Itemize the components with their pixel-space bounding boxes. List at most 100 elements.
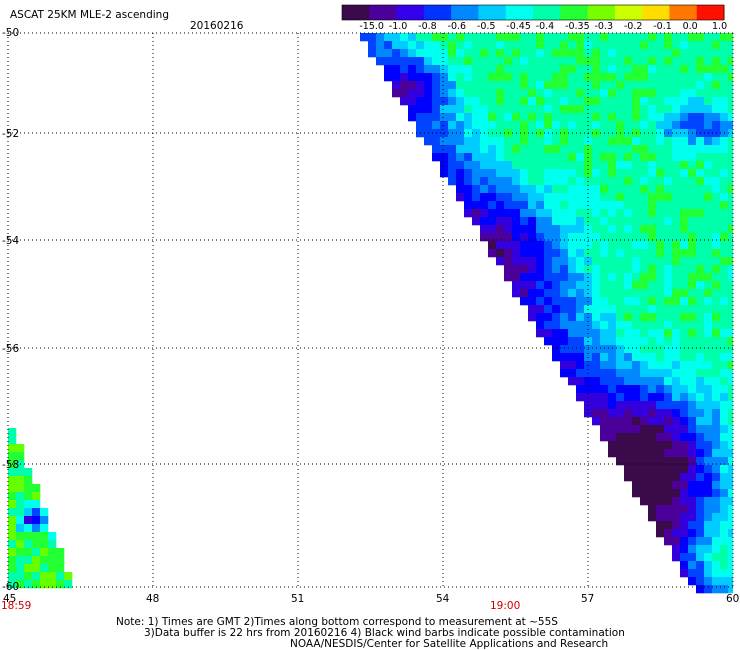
swath-cell — [680, 81, 689, 90]
swath-cell — [24, 556, 33, 565]
swath-cell — [624, 313, 633, 322]
swath-cell — [640, 89, 649, 98]
swath-cell — [672, 441, 681, 450]
swath-cell — [592, 153, 601, 162]
swath-cell — [504, 65, 513, 74]
swath-cell — [448, 73, 457, 82]
swath-cell — [24, 468, 33, 477]
swath-cell — [528, 313, 537, 322]
swath-cell — [504, 113, 513, 122]
swath-cell — [672, 201, 681, 210]
swath-cell — [8, 500, 17, 509]
swath-cell — [488, 57, 497, 66]
swath-cell — [728, 225, 737, 234]
swath-cell — [520, 65, 529, 74]
swath-cell — [544, 97, 553, 106]
swath-cell — [552, 57, 561, 66]
swath-cell — [600, 385, 609, 394]
swath-cell — [680, 505, 689, 514]
swath-cell — [576, 361, 585, 370]
swath-cell — [648, 185, 657, 194]
swath-cell — [720, 313, 729, 322]
swath-cell — [640, 337, 649, 346]
swath-cell — [560, 265, 569, 274]
swath-cell — [720, 337, 729, 346]
swath-cell — [728, 449, 737, 458]
swath-cell — [552, 177, 561, 186]
swath-cell — [512, 289, 521, 298]
swath-cell — [656, 97, 665, 106]
colorbar-swatch — [560, 5, 589, 20]
swath-cell — [728, 121, 737, 130]
lat-lon-grid — [7, 32, 734, 588]
swath-cell — [624, 377, 633, 386]
swath-cell — [688, 417, 697, 426]
swath-cell — [640, 313, 649, 322]
swath-cell — [424, 97, 433, 106]
swath-cell — [600, 249, 609, 258]
swath-cell — [536, 273, 545, 282]
swath-cell — [600, 313, 609, 322]
swath-cell — [536, 249, 545, 258]
swath-cell — [712, 257, 721, 266]
swath-cell — [688, 393, 697, 402]
swath-cell — [664, 105, 673, 114]
swath-cell — [632, 489, 641, 498]
swath-cell — [552, 145, 561, 154]
swath-cell — [624, 89, 633, 98]
swath-cell — [56, 564, 65, 573]
swath-cell — [704, 441, 713, 450]
swath-cell — [40, 548, 49, 557]
swath-cell — [616, 257, 625, 266]
swath-cell — [520, 257, 529, 266]
swath-cell — [688, 409, 697, 418]
swath-cell — [504, 153, 513, 162]
swath-cell — [728, 353, 737, 362]
swath-cell — [704, 289, 713, 298]
colorbar-label: -0.4 — [535, 21, 555, 32]
swath-cell — [552, 353, 561, 362]
swath-cell — [8, 492, 17, 501]
swath-cell — [512, 193, 521, 202]
swath-cell — [8, 476, 17, 485]
swath-cell — [528, 273, 537, 282]
swath-cell — [616, 361, 625, 370]
swath-cell — [680, 569, 689, 578]
swath-cell — [712, 105, 721, 114]
swath-cell — [664, 433, 673, 442]
swath-cell — [560, 33, 569, 42]
swath-cell — [448, 113, 457, 122]
swath-cell — [688, 265, 697, 274]
swath-cell — [496, 233, 505, 242]
swath-cell — [488, 161, 497, 170]
swath-cell — [24, 484, 33, 493]
swath-cell — [600, 401, 609, 410]
swath-cell — [656, 313, 665, 322]
swath-cell — [648, 353, 657, 362]
swath-cell — [680, 553, 689, 562]
swath-cell — [456, 113, 465, 122]
swath-cell — [688, 553, 697, 562]
swath-cell — [544, 313, 553, 322]
swath-cell — [656, 353, 665, 362]
swath-cell — [656, 177, 665, 186]
swath-cell — [704, 81, 713, 90]
swath-cell — [696, 465, 705, 474]
swath-cell — [696, 313, 705, 322]
swath-cell — [384, 41, 393, 50]
swath-cell — [504, 273, 513, 282]
swath-cell — [688, 561, 697, 570]
swath-cell — [704, 481, 713, 490]
swath-cell — [712, 497, 721, 506]
swath-cell — [648, 401, 657, 410]
swath-cell — [568, 49, 577, 58]
swath-cell — [376, 41, 385, 50]
swath-cell — [680, 169, 689, 178]
swath-cell — [704, 297, 713, 306]
swath-cell — [664, 225, 673, 234]
swath-cell — [560, 233, 569, 242]
swath-cell — [560, 329, 569, 338]
swath-cell — [608, 401, 617, 410]
swath-cell — [608, 169, 617, 178]
swath-cell — [536, 193, 545, 202]
